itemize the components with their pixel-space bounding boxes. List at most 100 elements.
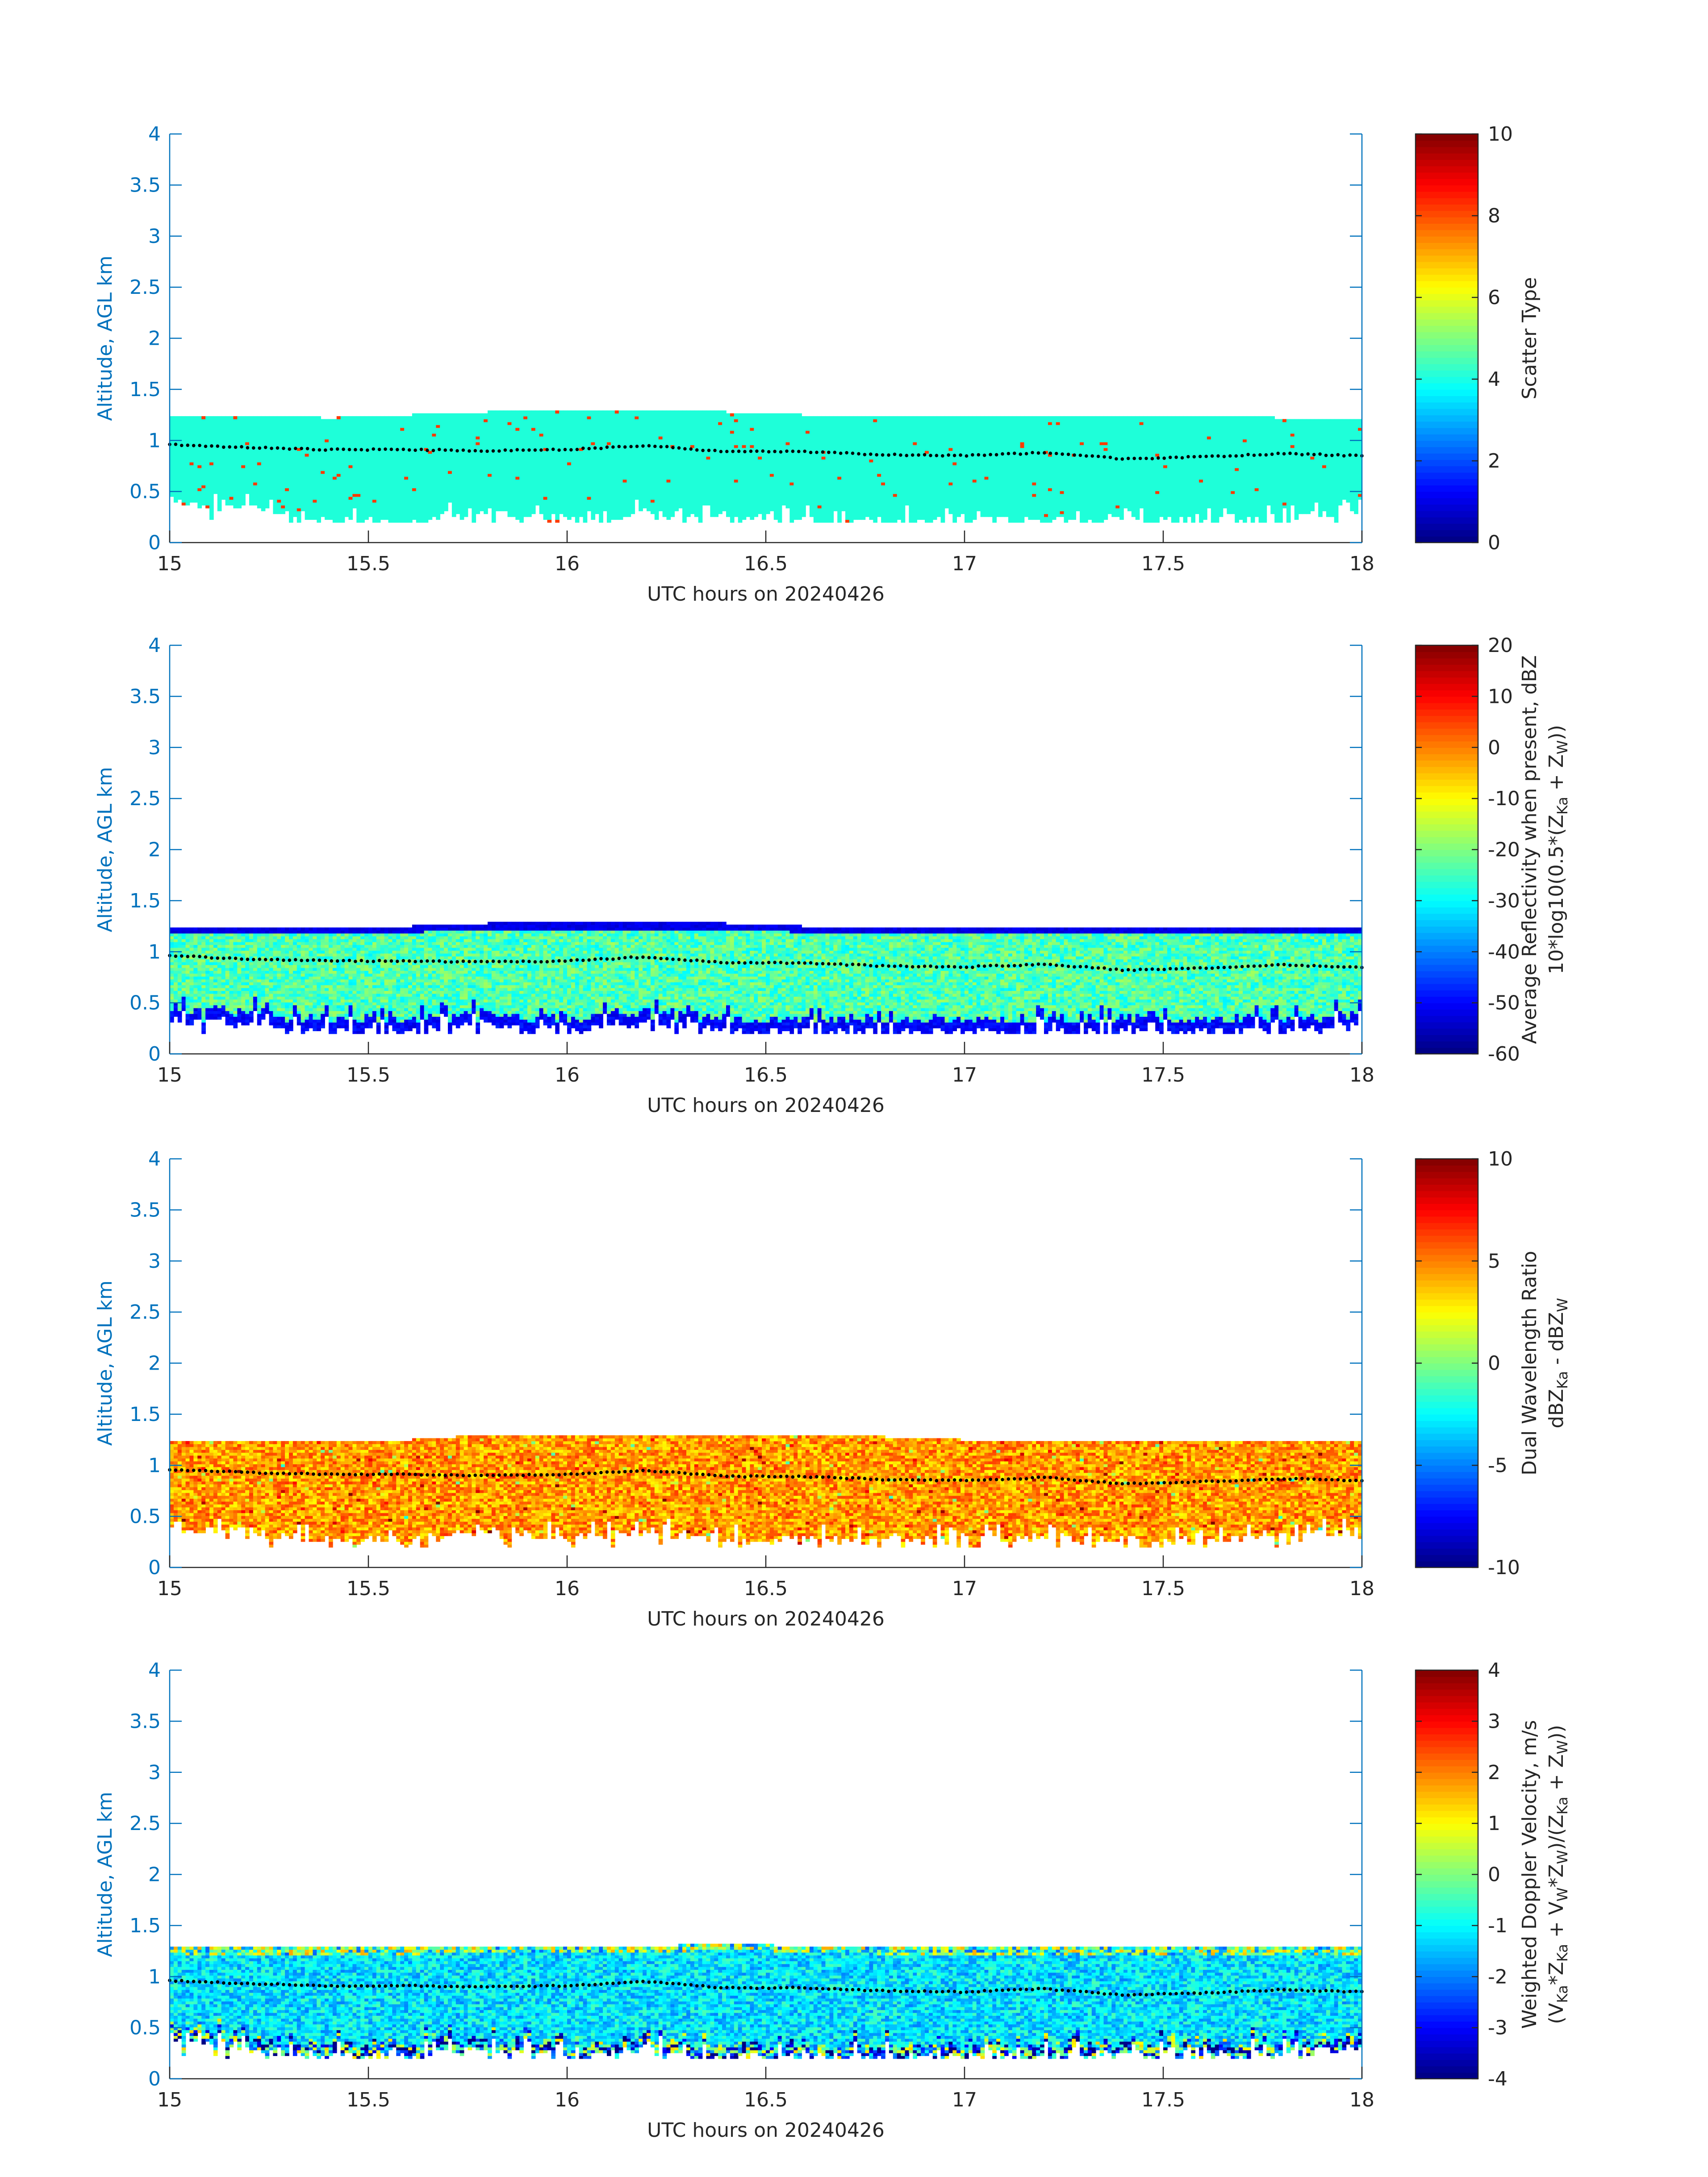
heatmap-cell: [400, 436, 405, 439]
heatmap-cell: [337, 462, 341, 465]
heatmap-cell: [416, 511, 421, 514]
heatmap-cell: [305, 502, 309, 506]
heatmap-cell: [345, 416, 349, 419]
heatmap-cell: [190, 476, 194, 480]
heatmap-cell: [289, 428, 293, 431]
heatmap-cell: [360, 465, 365, 468]
heatmap-cell: [261, 502, 266, 506]
heatmap-cell: [237, 436, 242, 439]
heatmap-cell: [317, 459, 321, 462]
heatmap-cell: [265, 480, 270, 483]
heatmap-cell: [364, 419, 369, 422]
heatmap-cell: [197, 465, 202, 468]
heatmap-cell: [178, 474, 182, 477]
heatmap-cell: [281, 459, 285, 462]
heatmap-cell: [440, 494, 444, 497]
heatmap-cell: [376, 505, 381, 508]
heatmap-cell: [380, 517, 385, 520]
heatmap-cell: [289, 434, 293, 437]
heatmap-cell: [432, 508, 436, 511]
heatmap-cell: [400, 500, 405, 503]
heatmap-cell: [221, 485, 226, 488]
heatmap-cell: [309, 434, 313, 437]
heatmap-cell: [253, 454, 258, 457]
heatmap-cell: [384, 505, 389, 508]
heatmap-cell: [376, 511, 381, 514]
heatmap-cell: [257, 451, 262, 454]
heatmap-cell: [301, 436, 305, 439]
heatmap-cell: [376, 491, 381, 494]
heatmap-cell: [277, 500, 281, 503]
heatmap-cell: [297, 454, 301, 457]
heatmap-cell: [213, 471, 218, 474]
heatmap-cell: [197, 451, 202, 454]
heatmap-cell: [209, 474, 214, 477]
heatmap-cell: [440, 428, 444, 431]
heatmap-cell: [178, 448, 182, 451]
heatmap-cell: [217, 471, 222, 474]
heatmap-cell: [289, 439, 293, 442]
heatmap-cell: [217, 465, 222, 468]
heatmap-cell: [408, 434, 413, 437]
heatmap-cell: [408, 491, 413, 494]
heatmap-cell: [321, 491, 325, 494]
heatmap-cell: [400, 468, 405, 471]
heatmap-cell: [249, 480, 254, 483]
heatmap-cell: [230, 456, 234, 460]
heatmap-cell: [213, 474, 218, 477]
heatmap-cell: [297, 462, 301, 465]
heatmap-cell: [237, 439, 242, 442]
heatmap-cell: [285, 416, 289, 419]
heatmap-cell: [309, 459, 313, 462]
heatmap-cell: [261, 505, 266, 508]
heatmap-cell: [396, 416, 401, 419]
heatmap-cell: [440, 502, 444, 506]
heatmap-cell: [325, 428, 329, 431]
heatmap-cell: [230, 459, 234, 462]
heatmap-cell: [281, 485, 285, 488]
heatmap-cell: [221, 422, 226, 425]
heatmap-cell: [412, 491, 417, 494]
heatmap-cell: [205, 476, 210, 480]
heatmap-cell: [213, 436, 218, 439]
heatmap-cell: [364, 468, 369, 471]
heatmap-cell: [329, 459, 333, 462]
heatmap-cell: [444, 465, 448, 468]
heatmap-cell: [440, 482, 444, 485]
heatmap-cell: [321, 422, 325, 425]
heatmap-cell: [253, 494, 258, 497]
heatmap-cell: [213, 451, 218, 454]
heatmap-cell: [412, 456, 417, 460]
heatmap-cell: [432, 476, 436, 480]
heatmap-cell: [281, 474, 285, 477]
heatmap-cell: [277, 494, 281, 497]
heatmap-cell: [213, 485, 218, 488]
heatmap-cell: [205, 439, 210, 442]
heatmap-cell: [408, 476, 413, 480]
heatmap-cell: [245, 468, 250, 471]
heatmap-cell: [388, 422, 393, 425]
heatmap-cell: [352, 456, 357, 460]
heatmap-cell: [372, 419, 377, 422]
heatmap-cell: [372, 502, 377, 506]
heatmap-cell: [190, 416, 194, 419]
heatmap-cell: [349, 434, 353, 437]
heatmap-cell: [412, 480, 417, 483]
heatmap-cell: [217, 430, 222, 434]
heatmap-cell: [317, 476, 321, 480]
heatmap-cell: [400, 434, 405, 437]
heatmap-cell: [432, 434, 436, 437]
heatmap-cell: [352, 500, 357, 503]
heatmap-cell: [444, 485, 448, 488]
heatmap-cell: [269, 439, 274, 442]
heatmap-cell: [408, 456, 413, 460]
heatmap-cell: [337, 468, 341, 471]
heatmap-cell: [368, 494, 373, 497]
heatmap-cell: [170, 416, 174, 419]
heatmap-cell: [285, 500, 289, 503]
heatmap-cell: [178, 428, 182, 431]
heatmap-cell: [337, 471, 341, 474]
heatmap-cell: [178, 422, 182, 425]
heatmap-cell: [349, 445, 353, 448]
heatmap-cell: [329, 500, 333, 503]
